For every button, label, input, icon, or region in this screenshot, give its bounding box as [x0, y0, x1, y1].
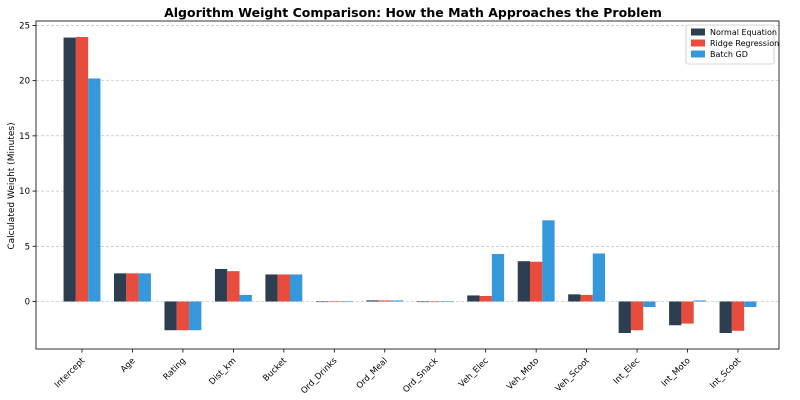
bar-intercept-series-3 [88, 78, 101, 302]
bar-int-elec-series-2 [630, 301, 644, 331]
y-tick-label: 20 [19, 77, 30, 87]
bar-age-series-1 [114, 273, 127, 302]
bars [63, 37, 757, 333]
bar-veh-scoot-series-2 [580, 294, 593, 302]
bar-int-scoot-series-3 [744, 301, 757, 308]
bar-int-moto-series-2 [681, 301, 694, 324]
x-tick-label: Ord_Drinks [299, 356, 340, 397]
grid-lines [36, 25, 779, 302]
x-axis-ticks: Intercept Age Rating Dist_km Bucket Ord_Drink… [53, 349, 744, 396]
bar-intercept-series-1 [63, 37, 76, 302]
y-tick-label: 10 [19, 187, 30, 197]
bar-dist-km-series-3 [239, 294, 252, 302]
bar-int-moto-series-3 [693, 300, 706, 302]
bar-veh-moto-series-2 [530, 261, 543, 302]
legend-label: Batch GD [710, 50, 748, 59]
bar-int-scoot-series-2 [731, 301, 745, 331]
bar-ord-meal-series-1 [366, 300, 379, 302]
legend: Normal Equation Ridge Regression Batch GD [685, 24, 779, 65]
bar-ord-drinks-series-1 [315, 301, 329, 303]
x-tick-label: Int_Scoot [708, 356, 743, 391]
bar-ord-meal-series-2 [378, 300, 391, 302]
bar-int-moto-series-1 [669, 301, 682, 326]
plot-frame [35, 20, 780, 350]
y-axis-label: Calculated Weight (Minutes) [7, 122, 17, 249]
y-tick-label: 5 [25, 242, 30, 252]
bar-int-elec-series-1 [618, 301, 631, 333]
bar-intercept-series-2 [75, 37, 89, 302]
bar-bucket-series-3 [289, 274, 303, 302]
bar-rating-series-2 [176, 301, 190, 331]
legend-swatch [691, 50, 705, 58]
y-tick-label: 15 [19, 132, 30, 142]
x-tick-label: Veh_Elec [457, 356, 491, 390]
bar-dist-km-series-2 [227, 271, 240, 302]
bar-age-series-3 [138, 273, 151, 302]
bar-age-series-2 [126, 273, 139, 302]
x-tick-label: Bucket [261, 356, 289, 384]
bar-ord-snack-series-1 [416, 301, 430, 303]
x-tick-label: Veh_Scoot [554, 356, 593, 395]
bar-bucket-series-1 [265, 274, 278, 302]
y-tick-label: 0 [25, 298, 30, 308]
x-tick-label: Int_Elec [612, 356, 643, 387]
bar-veh-moto-series-3 [542, 220, 555, 302]
x-tick-label: Dist_km [207, 356, 238, 387]
bar-ord-snack-series-2 [429, 301, 442, 303]
bar-bucket-series-2 [277, 274, 290, 302]
y-axis-ticks: 0 5 10 15 20 25 [19, 21, 36, 308]
bar-veh-scoot-series-3 [592, 253, 606, 302]
legend-swatch [691, 28, 705, 36]
bar-rating-series-3 [189, 301, 202, 331]
bar-dist-km-series-1 [214, 268, 228, 302]
legend-label: Ridge Regression [710, 39, 779, 48]
bar-rating-series-1 [164, 301, 177, 331]
bar-veh-elec-series-2 [479, 295, 492, 302]
bar-veh-scoot-series-1 [568, 294, 581, 302]
x-tick-label: Rating [162, 356, 188, 382]
bar-ord-drinks-series-3 [340, 301, 353, 303]
x-tick-label: Intercept [53, 356, 88, 391]
legend-swatch [691, 39, 705, 47]
y-tick-label: 25 [19, 21, 30, 31]
x-tick-label: Age [119, 356, 138, 375]
bar-int-scoot-series-1 [719, 301, 732, 333]
bar-veh-moto-series-1 [517, 261, 531, 302]
bar-ord-meal-series-3 [390, 300, 404, 302]
x-tick-label: Ord_Meal [355, 356, 390, 391]
x-tick-label: Int_Moto [660, 356, 693, 389]
legend-label: Normal Equation [710, 28, 777, 37]
legend-box [685, 24, 775, 65]
bar-ord-snack-series-3 [441, 301, 454, 303]
chart-title: Algorithm Weight Comparison: How the Mat… [164, 5, 662, 20]
bar-int-elec-series-3 [643, 301, 656, 308]
bar-veh-elec-series-1 [467, 295, 480, 302]
bar-ord-drinks-series-2 [328, 301, 341, 303]
x-tick-label: Veh_Moto [505, 356, 541, 392]
x-tick-label: Ord_Snack [401, 356, 440, 395]
bar-veh-elec-series-3 [491, 254, 505, 302]
